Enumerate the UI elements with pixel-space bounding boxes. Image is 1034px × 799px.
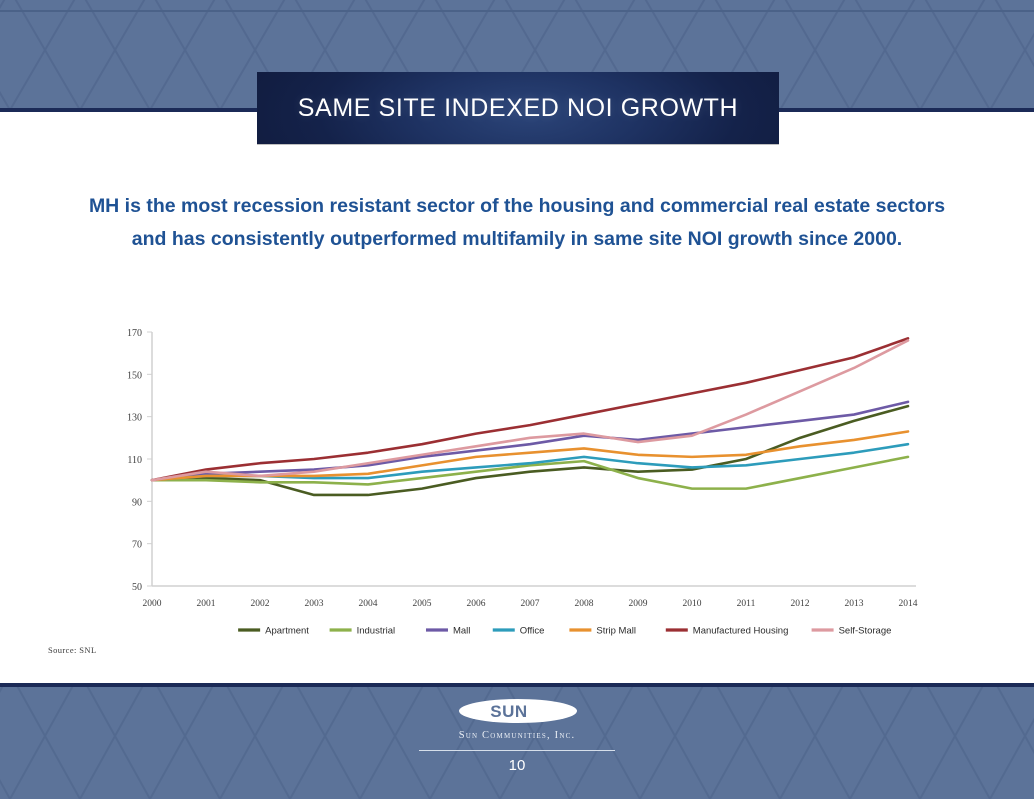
noi-growth-line-chart: 50 70 90 110 130 150 170 2000 2001 2002 2003 2004 20… xyxy=(40,318,1000,658)
x-axis-tick-label: 2004 xyxy=(359,599,378,609)
x-axis-tick-label: 2009 xyxy=(629,599,648,609)
logo-text: SUN xyxy=(490,702,528,721)
x-axis-tick-label: 2003 xyxy=(305,599,324,609)
x-axis-tick-label: 2012 xyxy=(791,599,810,609)
legend-item-label: Strip Mall xyxy=(596,626,636,637)
legend-item-label: Industrial xyxy=(357,626,396,637)
y-axis-tick-label: 50 xyxy=(132,582,142,593)
chart-series-line xyxy=(150,339,910,482)
y-axis-tick-label: 150 xyxy=(127,370,142,381)
source-note: Source: SNL xyxy=(48,645,97,655)
x-axis-tick-label: 2001 xyxy=(197,599,216,609)
legend-item-label: Apartment xyxy=(265,626,309,637)
chart-series-line xyxy=(150,400,910,482)
x-axis-tick-label: 2013 xyxy=(845,599,864,609)
x-axis-tick-label: 2006 xyxy=(467,599,486,609)
x-axis-tick-label: 2008 xyxy=(575,599,594,609)
header-triangle-pattern xyxy=(0,0,1034,110)
logo-oval-shape xyxy=(459,699,577,723)
y-axis-tick-label: 90 xyxy=(132,497,142,508)
x-axis-tick-label: 2007 xyxy=(521,599,540,609)
page-number: 10 xyxy=(508,757,526,774)
slide-title-plaque: SAME SITE INDEXED NOI GROWTH xyxy=(257,72,779,144)
footer-divider xyxy=(419,750,615,751)
chart-series-line xyxy=(150,455,910,490)
chart-svg: 50 70 90 110 130 150 170 2000 2001 2002 2003 2004 20… xyxy=(127,328,918,637)
page-title: SAME SITE INDEXED NOI GROWTH xyxy=(297,93,739,122)
footer-band: SUN Sun Communities, Inc. 10 xyxy=(0,683,1034,799)
chart-series-line xyxy=(150,337,910,482)
legend-item-label: Office xyxy=(520,626,545,637)
footer-triangle-pattern xyxy=(0,683,1034,799)
legend-item-label: Manufactured Housing xyxy=(693,626,789,637)
chart-series-line xyxy=(150,404,910,497)
x-axis-tick-label: 2002 xyxy=(251,599,270,609)
company-name: Sun Communities, Inc. xyxy=(458,730,576,741)
y-axis-tick-label: 70 xyxy=(132,540,142,551)
legend-item-label: Mall xyxy=(453,626,470,637)
x-axis-tick-label: 2000 xyxy=(143,599,162,609)
chart-legend: Apartment Industrial Mall Office Strip Mall M… xyxy=(238,626,891,637)
legend-item-label: Self-Storage xyxy=(839,626,892,637)
x-axis-tick-label: 2011 xyxy=(737,599,756,609)
sun-logo: SUN xyxy=(437,697,597,727)
x-axis-tick-label: 2005 xyxy=(413,599,432,609)
chart-series-line xyxy=(150,430,910,482)
footer-top-rule xyxy=(0,683,1034,687)
slide-subtitle: MH is the most recession resistant secto… xyxy=(88,195,946,250)
y-axis-tick-label: 170 xyxy=(127,328,142,339)
x-axis-tick-label: 2014 xyxy=(899,599,918,609)
y-axis-tick-label: 110 xyxy=(127,455,142,466)
header-top-rule xyxy=(0,10,1034,12)
y-axis-tick-label: 130 xyxy=(127,413,142,424)
x-axis-tick-label: 2010 xyxy=(683,599,702,609)
